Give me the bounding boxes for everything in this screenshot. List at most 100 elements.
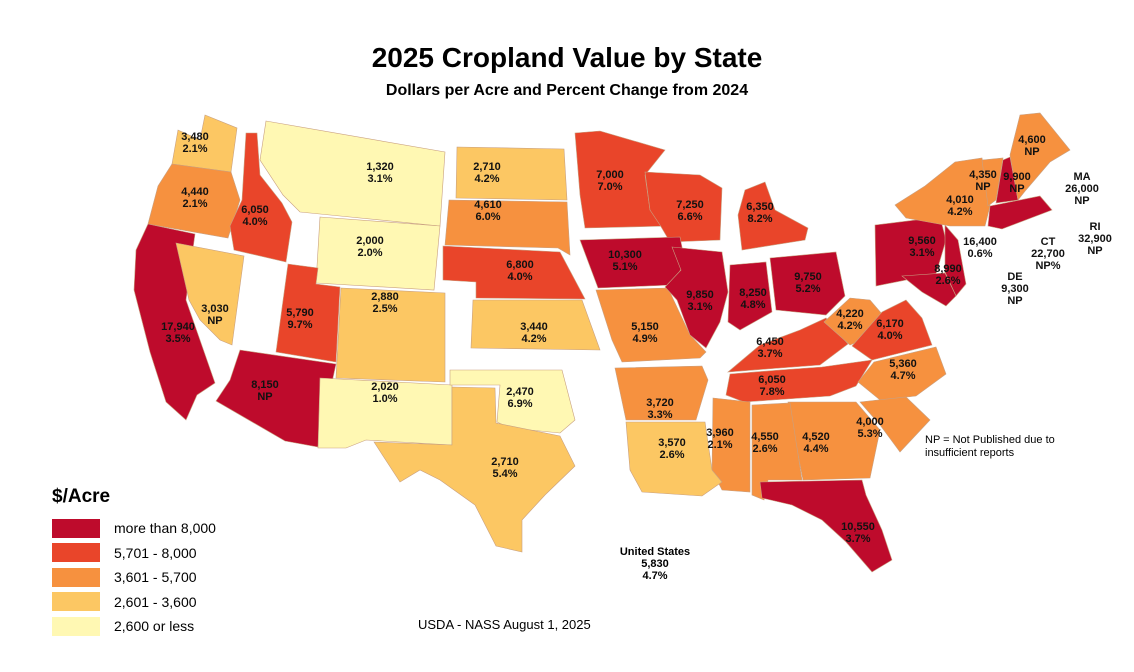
state-change-nm: 1.0%: [372, 393, 397, 405]
state-change-ne: 4.0%: [507, 271, 532, 283]
state-value-va: 6,170: [876, 318, 904, 330]
state-change-nd: 4.2%: [474, 173, 499, 185]
state-change-nh: NP: [1009, 183, 1024, 195]
state-value-tn: 6,050: [758, 374, 786, 386]
callout-change-de: NP: [1007, 295, 1022, 307]
np-note: NP = Not Published due to insufficient r…: [925, 434, 1055, 459]
state-change-mo: 4.9%: [632, 333, 657, 345]
state-value-mt: 1,320: [366, 161, 394, 173]
state-value-or: 4,440: [181, 186, 209, 198]
state-change-ar: 3.3%: [647, 409, 672, 421]
us-value: 5,830: [641, 558, 669, 570]
state-sd: [444, 199, 571, 256]
state-change-ms: 2.1%: [707, 439, 732, 451]
state-ms: [711, 397, 751, 493]
state-change-wi: 6.6%: [677, 211, 702, 223]
legend-item: 2,600 or less: [52, 614, 216, 639]
state-change-mt: 3.1%: [367, 173, 392, 185]
legend-label: more than 8,000: [114, 520, 216, 537]
state-change-al: 2.6%: [752, 443, 777, 455]
map-title: 2025 Cropland Value by State: [371, 42, 763, 73]
state-change-ok: 6.9%: [507, 398, 532, 410]
state-ks: [470, 299, 601, 351]
state-change-wa: 2.1%: [182, 143, 207, 155]
legend-label: 2,600 or less: [114, 618, 195, 635]
state-value-ok: 2,470: [506, 386, 534, 398]
state-value-fl: 10,550: [841, 521, 875, 533]
state-change-or: 2.1%: [182, 198, 207, 210]
state-value-wv: 4,220: [836, 308, 864, 320]
state-or: [147, 163, 241, 239]
state-change-sd: 6.0%: [475, 211, 500, 223]
legend-label: 5,701 - 8,000: [114, 544, 197, 561]
state-change-pa: 3.1%: [909, 247, 934, 259]
callout-state-de: DE: [1007, 271, 1022, 283]
legend-item: 2,601 - 3,600: [52, 590, 216, 615]
state-change-az: NP: [257, 391, 272, 403]
state-ar: [614, 365, 709, 421]
state-value-ca: 17,940: [161, 321, 195, 333]
state-change-id: 4.0%: [242, 216, 267, 228]
state-sne: [987, 195, 1053, 230]
state-value-az: 8,150: [251, 379, 279, 391]
state-value-in: 8,250: [739, 287, 767, 299]
state-value-sc: 4,000: [856, 416, 884, 428]
source-credit: USDA - NASS August 1, 2025: [418, 617, 591, 632]
callout-change-ma: NP: [1074, 195, 1089, 207]
state-il: [664, 246, 729, 349]
legend-swatch: [52, 518, 100, 538]
state-change-ca: 3.5%: [165, 333, 190, 345]
state-change-in: 4.8%: [740, 299, 765, 311]
state-change-oh: 5.2%: [795, 283, 820, 295]
state-tx: [373, 386, 576, 553]
state-change-la: 2.6%: [659, 449, 684, 461]
state-value-il: 9,850: [686, 289, 714, 301]
state-value-md: 8,990: [934, 263, 962, 275]
state-value-wi: 7,250: [676, 199, 704, 211]
state-fl: [759, 479, 893, 573]
state-change-ny: 4.2%: [947, 206, 972, 218]
state-me: [1009, 112, 1071, 201]
callout-state-ma: MA: [1073, 171, 1090, 183]
state-mo: [595, 287, 707, 363]
callout-state-ct: CT: [1041, 236, 1056, 248]
state-value-oh: 9,750: [794, 271, 822, 283]
legend-swatch: [52, 616, 100, 636]
state-value-nc: 5,360: [889, 358, 917, 370]
legend-label: 3,601 - 5,700: [114, 569, 197, 586]
state-change-nv: NP: [207, 315, 222, 327]
state-value-pa: 9,560: [908, 235, 936, 247]
state-change-ia: 5.1%: [612, 261, 637, 273]
state-value-nm: 2,020: [371, 381, 399, 393]
state-change-tx: 5.4%: [492, 468, 517, 480]
legend-title: $/Acre: [52, 486, 111, 507]
state-id: [229, 132, 293, 263]
state-sc: [859, 396, 931, 453]
state-value-ky: 6,450: [756, 336, 784, 348]
state-mi: [737, 181, 809, 251]
state-value-sd: 4,610: [474, 199, 502, 211]
state-change-mn: 7.0%: [597, 181, 622, 193]
state-value-me: 4,600: [1018, 134, 1046, 146]
legend-item: more than 8,000: [52, 516, 216, 541]
legend: $/Acre more than 8,000 5,701 - 8,000 3,601…: [52, 486, 216, 639]
state-change-co: 2.5%: [372, 303, 397, 315]
callout-state-ri: RI: [1090, 221, 1101, 233]
state-change-nj: 0.6%: [967, 248, 992, 260]
state-value-mi: 6,350: [746, 201, 774, 213]
map-subtitle: Dollars per Acre and Percent Change from…: [385, 82, 749, 99]
state-change-wy: 2.0%: [357, 247, 382, 259]
callout-value-ct: 22,700: [1031, 248, 1065, 260]
us-name: United States: [619, 546, 691, 558]
callout-value-ri: 32,900: [1078, 233, 1112, 245]
state-co: [335, 287, 446, 383]
legend-swatch: [52, 567, 100, 587]
state-change-tn: 7.8%: [759, 386, 784, 398]
state-value-ar: 3,720: [646, 397, 674, 409]
state-change-md: 2.6%: [935, 275, 960, 287]
state-change-nc: 4.7%: [890, 370, 915, 382]
callout-change-ri: NP: [1087, 245, 1102, 257]
state-value-co: 2,880: [371, 291, 399, 303]
us-change: 4.7%: [642, 570, 668, 582]
state-nv: [175, 242, 245, 346]
